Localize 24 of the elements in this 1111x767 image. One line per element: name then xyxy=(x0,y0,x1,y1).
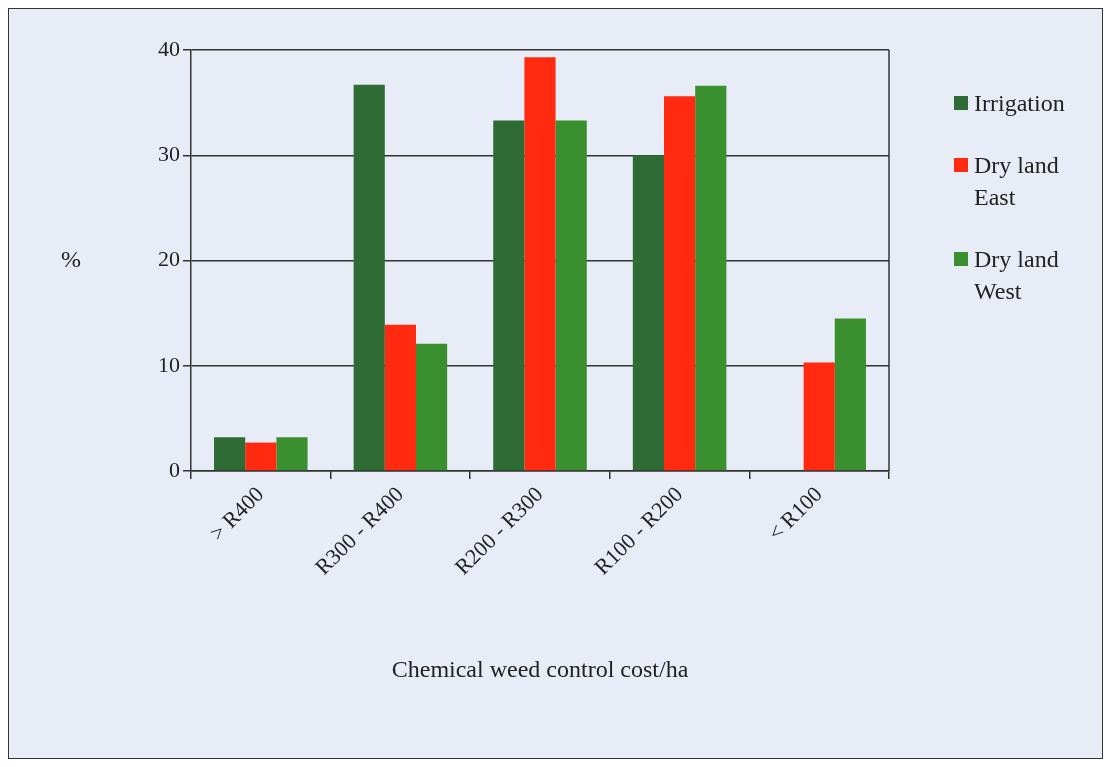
bar xyxy=(276,437,308,471)
bar xyxy=(384,324,416,471)
bar xyxy=(493,120,525,471)
bar xyxy=(415,343,448,471)
legend-label: Irrigation xyxy=(974,89,1066,118)
y-axis-title: % xyxy=(61,245,81,272)
bar xyxy=(353,84,385,471)
bar xyxy=(803,362,835,471)
bar xyxy=(632,155,665,471)
bar xyxy=(834,318,866,471)
bar xyxy=(555,120,587,471)
bar xyxy=(524,57,556,471)
legend-label: Dry land West xyxy=(974,245,1060,306)
y-tick-label: 40 xyxy=(158,35,180,61)
y-tick-label: 0 xyxy=(169,456,180,482)
bar xyxy=(214,437,246,471)
x-axis-title: Chemical weed control cost/ha xyxy=(391,656,689,683)
bar xyxy=(245,442,277,471)
y-tick-label: 20 xyxy=(158,246,180,272)
y-tick-label: 30 xyxy=(158,141,180,167)
bar xyxy=(664,96,696,471)
bar xyxy=(695,85,727,471)
y-tick-label: 10 xyxy=(158,351,180,377)
legend-label: Dry land East xyxy=(974,151,1060,212)
